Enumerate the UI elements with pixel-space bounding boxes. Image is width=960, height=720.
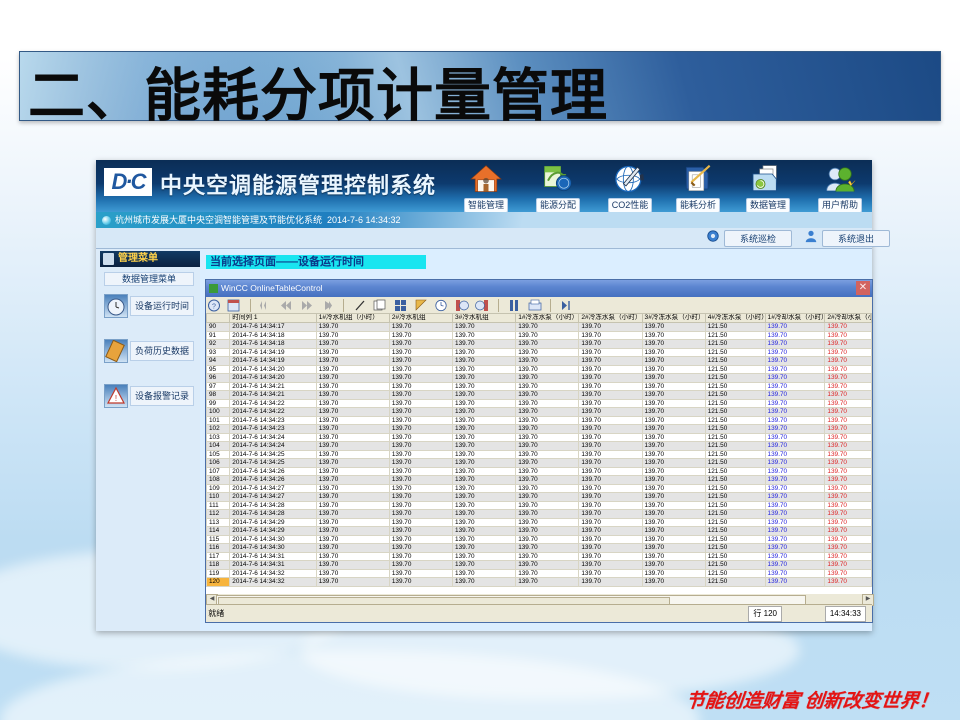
svg-text:!: ! [115,394,117,403]
svg-text:?: ? [212,304,216,311]
